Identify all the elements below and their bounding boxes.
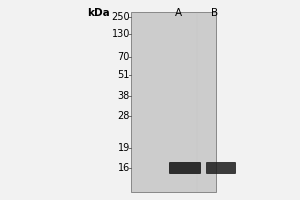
Text: 28: 28 bbox=[118, 111, 130, 121]
Text: A: A bbox=[174, 8, 182, 18]
Text: 130: 130 bbox=[112, 29, 130, 39]
Bar bbox=[130, 12, 216, 192]
Text: 51: 51 bbox=[118, 70, 130, 80]
Text: 19: 19 bbox=[118, 143, 130, 153]
FancyBboxPatch shape bbox=[169, 162, 201, 174]
FancyBboxPatch shape bbox=[206, 162, 236, 174]
Text: 38: 38 bbox=[118, 91, 130, 101]
Text: B: B bbox=[212, 8, 219, 18]
Text: 70: 70 bbox=[118, 52, 130, 62]
Text: 16: 16 bbox=[118, 163, 130, 173]
Text: 250: 250 bbox=[111, 12, 130, 22]
Text: kDa: kDa bbox=[87, 8, 110, 18]
